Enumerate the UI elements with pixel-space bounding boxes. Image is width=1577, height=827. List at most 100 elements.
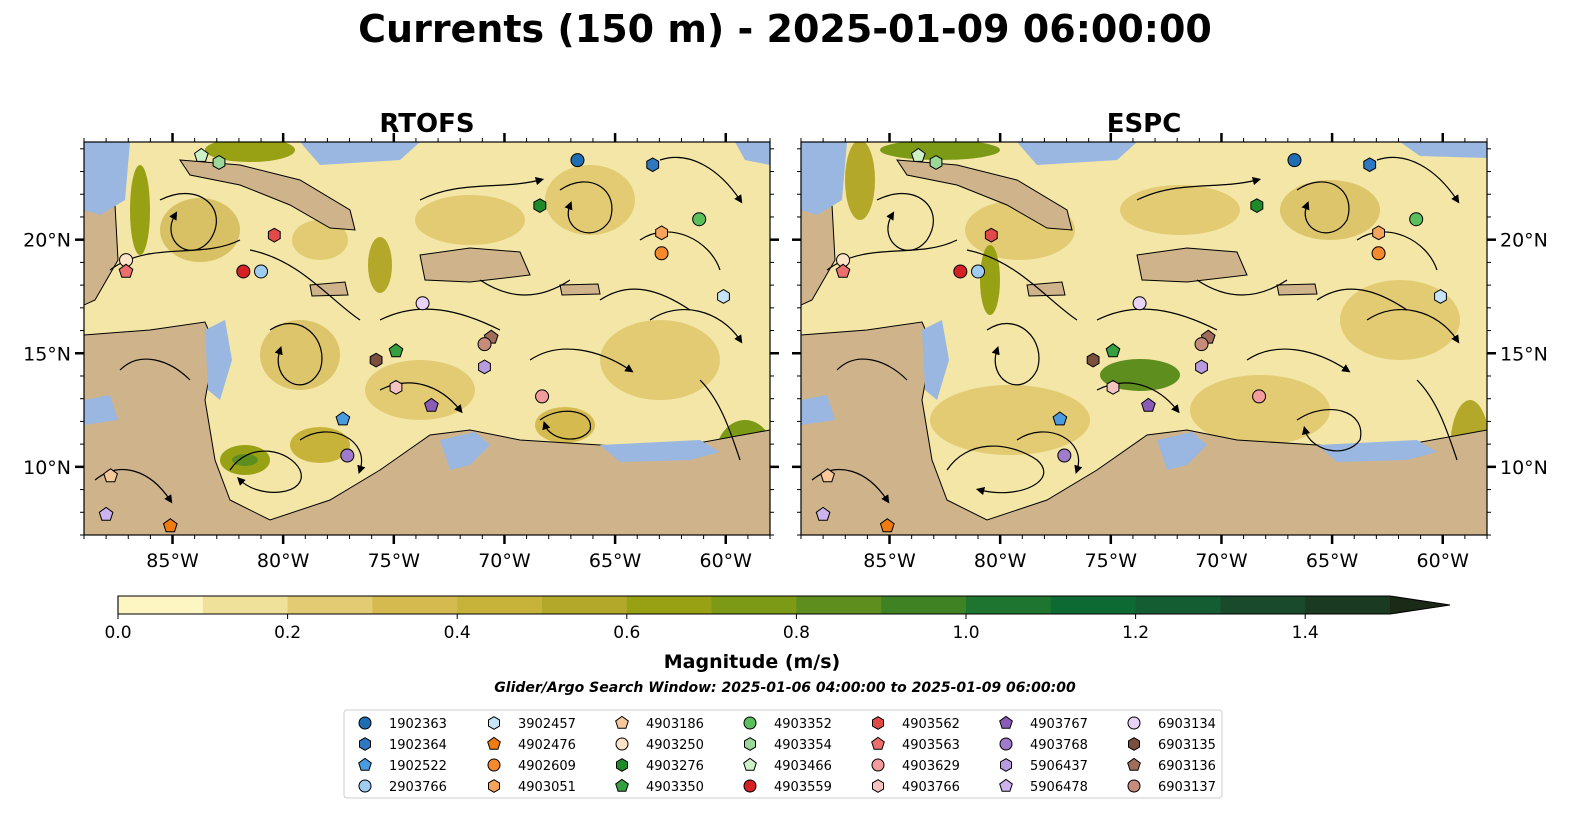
float-marker-5906437: 5906437: [1195, 359, 1208, 375]
legend-label: 4903562: [902, 717, 960, 732]
float-marker-1902363: 1902363: [570, 153, 585, 168]
colorbar-segment: [796, 596, 882, 614]
legend-label: 6903135: [1158, 738, 1216, 753]
y-tick-label: 20°N: [23, 230, 71, 252]
colorbar-segment: [881, 596, 967, 614]
legend-label: 4903186: [646, 717, 704, 732]
x-tick-label: 75°W: [1085, 550, 1138, 572]
y-tick-label: 20°N: [1500, 230, 1548, 252]
colorbar-segment: [966, 596, 1052, 614]
x-tick-label: 85°W: [146, 550, 199, 572]
colorbar-tick-label: 0.6: [613, 623, 640, 643]
float-marker-4903559: 4903559: [953, 264, 968, 279]
map-espc: 1902363 1902364 1902522 2903766 3902457 49024…: [801, 142, 1487, 535]
legend-marker-4903629: [871, 758, 885, 772]
colorbar-segment: [1135, 596, 1221, 614]
legend-label: 4902476: [518, 738, 576, 753]
x-tick-label: 65°W: [589, 550, 642, 572]
panel-espc: ESPC: [792, 109, 1548, 572]
colorbar-segment: [711, 596, 797, 614]
legend-label: 4903767: [1030, 717, 1088, 732]
water-bodies: [801, 142, 1487, 470]
colorbar-segment: [1220, 596, 1306, 614]
legend-marker-4903768: [999, 737, 1013, 751]
legend-marker-4903051: [488, 779, 500, 793]
xticks-espc: 85°W 80°W 75°W 70°W 65°W 60°W: [800, 133, 1488, 572]
panel-rtofs: RTOFS: [23, 109, 779, 572]
float-marker-4902476: 4902476: [162, 518, 178, 533]
map-rtofs: 1902363 1902364 1902522 2903766 3902457 49024…: [84, 142, 770, 535]
colorbar-segments: [118, 596, 1391, 614]
legend-label: 4903766: [902, 780, 960, 795]
float-marker-4903466: 4903466: [193, 147, 209, 162]
legend-label: 2903766: [389, 780, 447, 795]
float-marker-4903563: 4903563: [835, 263, 851, 278]
float-marker-4903563: 4903563: [118, 263, 134, 278]
legend-label: 4903768: [1030, 738, 1088, 753]
float-marker-2903766: 2903766: [254, 264, 269, 279]
colorbar-ticks: 0.0 0.2 0.4 0.6 0.8 1.0 1.2 1.4: [104, 614, 1319, 643]
streamlines: [811, 156, 1460, 504]
legend-marker-4903186: [615, 715, 629, 729]
colorbar-tick-label: 0.0: [104, 623, 131, 643]
legend-label: 4903250: [646, 738, 704, 753]
floats-espc: 1902363 1902364 1902522 2903766 3902457 49024…: [815, 147, 1447, 533]
float-marker-6903137: 6903137: [477, 337, 492, 352]
float-marker-4903276: 4903276: [1250, 198, 1264, 213]
y-tick-label: 10°N: [23, 457, 71, 479]
axes-frame-espc: [800, 141, 1488, 536]
search-window-caption: Glider/Argo Search Window: 2025-01-06 04…: [494, 680, 1076, 696]
float-marker-1902364: 1902364: [646, 157, 660, 173]
colorbar-segment: [202, 596, 289, 614]
float-marker-4903562: 4903562: [267, 227, 281, 243]
legend-items: 1902363 1902364 1902522 2903766 3902457 49024…: [358, 715, 1216, 795]
legend-marker-4903354: [744, 737, 756, 751]
legend-label: 1902363: [389, 717, 447, 732]
float-marker-1902522: 1902522: [1052, 411, 1068, 426]
float-marker-4903629: 4903629: [1252, 389, 1267, 404]
legend-marker-4903466: [743, 757, 757, 771]
colorbar-segment: [457, 596, 543, 614]
float-marker-6903134: 6903134: [415, 296, 430, 311]
float-marker-4903466: 4903466: [910, 147, 926, 162]
legend-label: 4903563: [902, 738, 960, 753]
colorbar: 0.0 0.2 0.4 0.6 0.8 1.0 1.2 1.4 Magnitude (m/s): [104, 595, 1451, 673]
float-marker-1902363: 1902363: [1287, 153, 1302, 168]
legend-marker-4903250: [615, 737, 629, 751]
float-marker-4902609: 4902609: [1371, 246, 1386, 261]
axes-frame-rtofs: [83, 141, 771, 536]
colorbar-tick-label: 0.8: [783, 623, 810, 643]
legend-label: 4903629: [902, 759, 960, 774]
float-marker-4903051: 4903051: [1372, 225, 1385, 241]
legend-marker-1902522: [358, 757, 372, 771]
colorbar-tick-label: 0.4: [444, 623, 471, 643]
x-tick-label: 80°W: [257, 550, 310, 572]
yticks-rtofs: 10°N 15°N 20°N: [23, 148, 779, 536]
legend-label: 1902364: [389, 738, 447, 753]
x-tick-label: 65°W: [1306, 550, 1359, 572]
colorbar-tick-label: 1.4: [1292, 623, 1319, 643]
legend-marker-3902457: [488, 716, 500, 730]
float-marker-4903352: 4903352: [1409, 212, 1424, 227]
colorbar-tick-label: 1.2: [1122, 623, 1149, 643]
colorbar-segment: [372, 596, 458, 614]
float-marker-6903135: 6903135: [1086, 352, 1100, 368]
float-marker-5906437: 5906437: [478, 359, 491, 375]
float-marker-4903051: 4903051: [655, 225, 668, 241]
float-marker-4903350: 4903350: [388, 343, 404, 358]
legend-label: 4903051: [518, 780, 576, 795]
legend-marker-6903137: [1127, 779, 1141, 793]
legend-marker-4903767: [999, 715, 1013, 729]
float-marker-1902522: 1902522: [335, 411, 351, 426]
legend-marker-6903136: [1127, 757, 1141, 771]
float-marker-4903767: 4903767: [424, 397, 439, 412]
legend-marker-1902363: [358, 716, 372, 730]
legend-marker-4903350: [615, 778, 629, 792]
y-tick-label: 15°N: [23, 343, 71, 365]
colorbar-segment: [118, 596, 204, 614]
panel-title-espc: ESPC: [1107, 109, 1182, 139]
x-tick-label: 85°W: [863, 550, 916, 572]
float-marker-6903134: 6903134: [1132, 296, 1147, 311]
colorbar-segment: [626, 596, 713, 614]
float-marker-4903186: 4903186: [103, 468, 118, 483]
